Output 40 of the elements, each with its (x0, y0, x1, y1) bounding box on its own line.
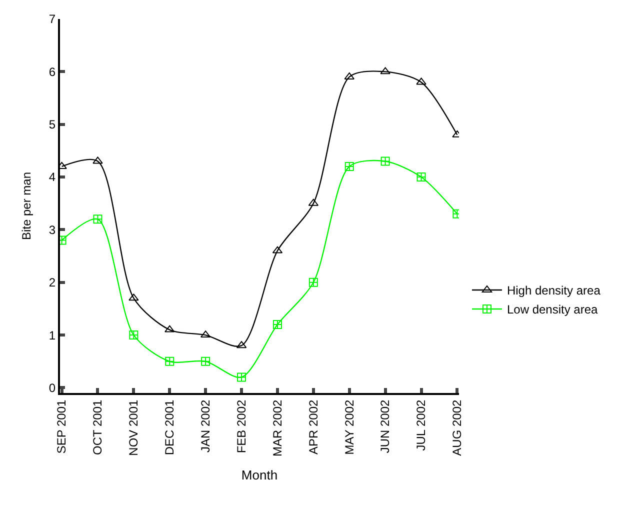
x-tick-label: APR 2002 (306, 399, 320, 455)
y-tick-label: 0 (48, 380, 56, 395)
x-tick-label: JUN 2002 (378, 399, 392, 454)
point (129, 330, 138, 340)
y-axis-title: Bite per man (20, 172, 34, 240)
y-tick-label: 7 (48, 12, 56, 26)
point (416, 172, 426, 182)
x-axis-title: Month (241, 468, 278, 483)
point (93, 214, 102, 224)
point (128, 294, 139, 301)
y-tick-label: 6 (48, 64, 56, 79)
x-tick-label: SEP 2001 (54, 399, 69, 454)
point (380, 67, 390, 74)
y-tick-label: 3 (48, 222, 56, 237)
y-tick-label: 5 (48, 118, 56, 132)
point (92, 156, 103, 164)
point (164, 325, 175, 332)
x-tick-label: DEC 2001 (162, 399, 177, 456)
x-tick-label: JAN 2002 (198, 399, 212, 453)
point (165, 356, 174, 366)
point (380, 156, 390, 166)
point (416, 78, 426, 85)
point (344, 162, 354, 171)
point (308, 278, 318, 287)
point (272, 320, 282, 330)
x-tick-label: AUG 2002 (450, 399, 464, 456)
y-tick-label: 1 (48, 328, 56, 342)
point (344, 72, 354, 80)
x-tick-label: JUL 2002 (414, 399, 428, 451)
point (201, 356, 210, 366)
x-tick-label: MAY 2002 (342, 399, 356, 455)
legend-label: Low density area (506, 302, 598, 317)
y-tick-label: 4 (48, 170, 56, 184)
x-tick-label: OCT 2001 (90, 399, 105, 455)
y-tick-label: 2 (48, 276, 56, 290)
x-tick-label: NOV 2001 (126, 399, 141, 456)
legend-label: High density area (506, 284, 601, 298)
x-tick-label: MAR 2002 (270, 399, 284, 457)
x-tick-label: FEB 2002 (234, 399, 248, 454)
point (237, 372, 246, 382)
